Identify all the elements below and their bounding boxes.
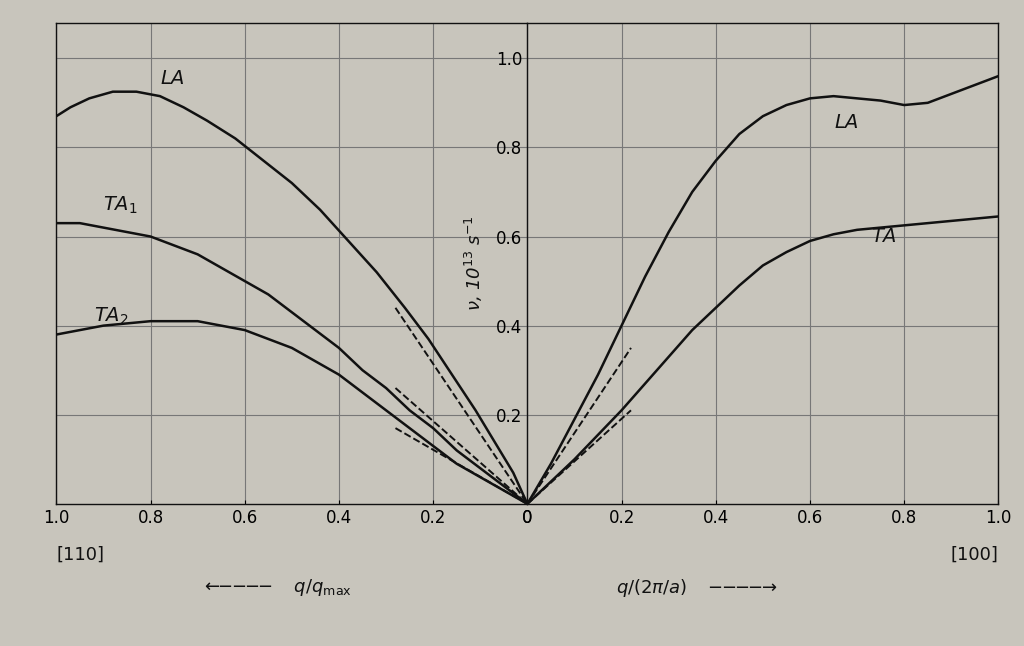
Text: $q/(2\pi/a)\quad -\!\!\!-\!\!\!-\!\!\!-\!\!\!\rightarrow$: $q/(2\pi/a)\quad -\!\!\!-\!\!\!-\!\!\!-\… <box>615 577 777 599</box>
Text: $TA$: $TA$ <box>871 227 897 246</box>
Text: $LA$: $LA$ <box>160 69 184 88</box>
Text: [100]: [100] <box>950 546 998 564</box>
Text: $TA_1$: $TA_1$ <box>103 194 138 216</box>
Text: $LA$: $LA$ <box>834 114 858 132</box>
Y-axis label: $\nu$, 10$^{13}$ s$^{-1}$: $\nu$, 10$^{13}$ s$^{-1}$ <box>463 215 485 311</box>
Text: [110]: [110] <box>56 546 104 564</box>
Text: $TA_2$: $TA_2$ <box>94 306 128 328</box>
Text: $\leftarrow\!\!\!-\!\!\!-\!\!\!-\!\!\!-\quad q/q_\mathrm{max}$: $\leftarrow\!\!\!-\!\!\!-\!\!\!-\!\!\!-\… <box>201 578 352 598</box>
